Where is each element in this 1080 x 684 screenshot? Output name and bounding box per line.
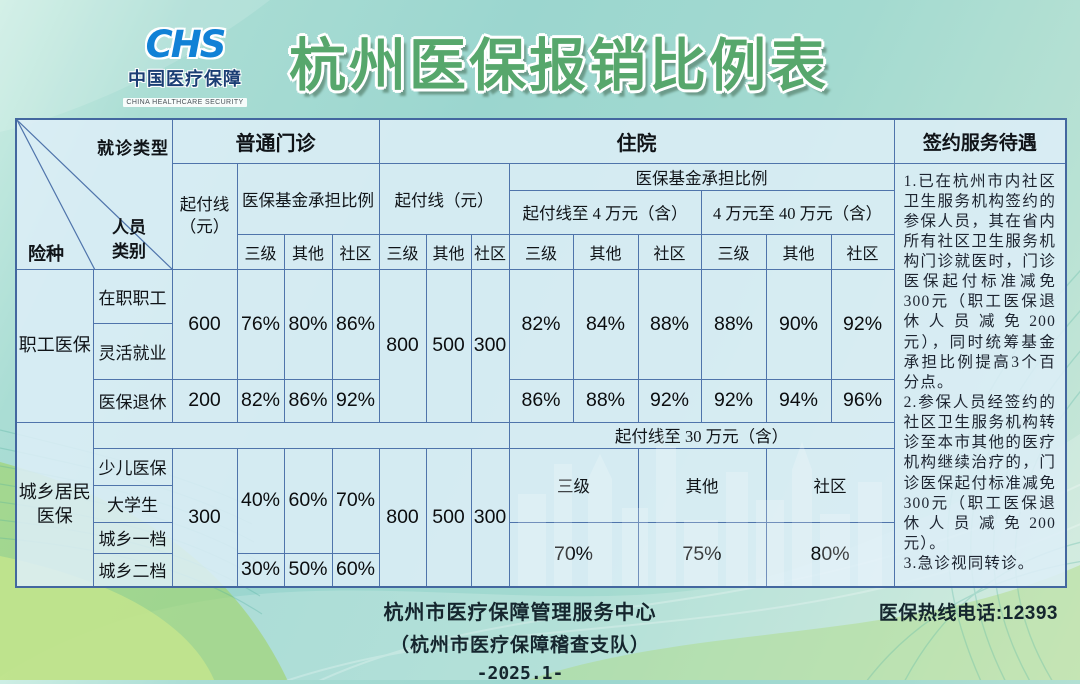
inpatient-tier-4w-to-40w-header: 4 万元至 40 万元（含） <box>700 189 895 235</box>
contract-note-1: 1.已在杭州市内社区卫生服务机构签约的参保人员，其在省内所有社区卫生服务机构门诊… <box>903 172 1057 391</box>
person-label-tier2: 城乡二档 <box>92 552 173 588</box>
ip-ded-col-other: 其他 <box>425 233 472 270</box>
resident-ip-header-other: 其他 <box>637 447 767 523</box>
ip-4w-col-level3: 三级 <box>508 233 574 270</box>
footer-date: -2025.1- <box>476 663 564 684</box>
worker-ip-deductible-level3: 800 <box>378 268 427 423</box>
ip-40w-col-level3: 三级 <box>700 233 767 270</box>
worker-ip-40w-rate-level3: 88% <box>700 268 767 380</box>
worker-op-rate-other: 80% <box>283 268 333 380</box>
retired-ip-4w-rate-level3: 86% <box>508 378 574 423</box>
worker-ip-4w-rate-community: 88% <box>637 268 702 380</box>
retired-ip-4w-rate-community: 92% <box>637 378 702 423</box>
retired-op-deductible: 200 <box>171 378 238 423</box>
section-header-inpatient: 住院 <box>378 118 895 164</box>
resident-tier2-op-rate-community: 60% <box>331 552 380 588</box>
section-header-outpatient: 普通门诊 <box>171 118 380 164</box>
logo-name-cn: 中国医疗保障 <box>128 69 242 89</box>
corner-label-visit-type: 就诊类型 <box>97 139 169 158</box>
resident-ip-rate-level3: 70% <box>508 521 639 588</box>
ip-40w-col-community: 社区 <box>830 233 895 270</box>
insurance-label-worker: 职工医保 <box>15 268 94 423</box>
resident-tier2-op-rate-level3: 30% <box>236 552 285 588</box>
op-col-community: 社区 <box>331 233 380 270</box>
resident-ip-deductible-community: 300 <box>470 447 510 588</box>
page-title: 杭州医保报销比例表 <box>289 33 829 99</box>
retired-ip-40w-rate-community: 96% <box>830 378 895 423</box>
corner-header-cell: 就诊类型 人员 类别 险种 <box>15 118 173 270</box>
worker-op-deductible: 600 <box>171 268 238 380</box>
op-col-other: 其他 <box>283 233 333 270</box>
corner-label-person-category: 人员 类别 <box>112 218 146 261</box>
person-label-child: 少儿医保 <box>92 447 173 486</box>
logo-acronym: CHS <box>145 23 227 66</box>
resident-ip-deductible-level3: 800 <box>378 447 427 588</box>
footer-hotline: 医保热线电话:12393 <box>878 603 1058 624</box>
ip-ded-col-level3: 三级 <box>378 233 427 270</box>
person-label-active-employee: 在职职工 <box>92 268 173 324</box>
resident-ip-rate-community: 80% <box>765 521 895 588</box>
resident-op-rate-other: 60% <box>283 447 333 554</box>
retired-ip-4w-rate-other: 88% <box>572 378 639 423</box>
retired-op-rate-other: 86% <box>283 378 333 423</box>
inpatient-tier-to-30w-header: 起付线至 30 万元（含） <box>508 421 895 449</box>
outpatient-fund-ratio-header: 医保基金承担比例 <box>236 162 380 235</box>
resident-ip-header-community: 社区 <box>765 447 895 523</box>
reimbursement-table: 就诊类型 人员 类别 险种 普通门诊 住院 签约服务待遇 起付线 （元） 医保基… <box>15 118 1068 588</box>
resident-ip-deductible-other: 500 <box>425 447 472 588</box>
footer-org-line1: 杭州市医疗保障管理服务中心 <box>383 602 657 624</box>
worker-ip-deductible-community: 300 <box>470 268 510 423</box>
footer-organization-block: 杭州市医疗保障管理服务中心 （杭州市医疗保障稽查支队） -2025.1- <box>190 596 850 684</box>
worker-ip-40w-rate-other: 90% <box>765 268 832 380</box>
worker-ip-deductible-other: 500 <box>425 268 472 423</box>
contract-note-3: 3.急诊视同转诊。 <box>903 555 1035 573</box>
diagonal-divider-lines <box>17 120 171 268</box>
retired-op-rate-community: 92% <box>331 378 380 423</box>
ip-ded-col-community: 社区 <box>470 233 510 270</box>
person-label-retired: 医保退休 <box>92 378 173 423</box>
resident-op-deductible: 300 <box>171 447 238 588</box>
retired-ip-40w-rate-level3: 92% <box>700 378 767 423</box>
worker-op-rate-community: 86% <box>331 268 380 380</box>
inpatient-deductible-header: 起付线（元） <box>378 162 510 235</box>
person-label-student: 大学生 <box>92 484 173 523</box>
contract-note-2: 2.参保人员经签约的社区卫生服务机构转诊至本市其他的医疗机构继续治疗的，门诊医保… <box>903 394 1057 553</box>
worker-ip-4w-rate-level3: 82% <box>508 268 574 380</box>
resident-tier2-op-rate-other: 50% <box>283 552 333 588</box>
retired-op-rate-level3: 82% <box>236 378 285 423</box>
contract-notes-cell: 1.已在杭州市内社区卫生服务机构签约的参保人员，其在省内所有社区卫生服务机构门诊… <box>893 162 1067 588</box>
empty-spacer-cell <box>92 421 510 449</box>
outpatient-deductible-header: 起付线 （元） <box>171 162 238 270</box>
person-label-flexible-employment: 灵活就业 <box>92 322 173 380</box>
resident-ip-header-level3: 三级 <box>508 447 639 523</box>
chs-logo: CHS 中国医疗保障 CHINA HEALTHCARE SECURITY <box>116 26 254 109</box>
ip-4w-col-community: 社区 <box>637 233 702 270</box>
inpatient-tier-to-4w-header: 起付线至 4 万元（含） <box>508 189 702 235</box>
insurance-label-resident: 城乡居民 医保 <box>15 421 94 588</box>
resident-op-rate-level3: 40% <box>236 447 285 554</box>
worker-op-rate-level3: 76% <box>236 268 285 380</box>
ip-40w-col-other: 其他 <box>765 233 832 270</box>
op-col-level3: 三级 <box>236 233 285 270</box>
retired-ip-40w-rate-other: 94% <box>765 378 832 423</box>
section-header-contract-service: 签约服务待遇 <box>893 118 1067 164</box>
worker-ip-40w-rate-community: 92% <box>830 268 895 380</box>
resident-op-rate-community: 70% <box>331 447 380 554</box>
logo-name-en: CHINA HEALTHCARE SECURITY <box>123 98 247 107</box>
inpatient-fund-ratio-header: 医保基金承担比例 <box>508 162 895 191</box>
ip-4w-col-other: 其他 <box>572 233 639 270</box>
worker-ip-4w-rate-other: 84% <box>572 268 639 380</box>
resident-ip-rate-other: 75% <box>637 521 767 588</box>
person-label-tier1: 城乡一档 <box>92 521 173 554</box>
corner-label-insurance-type: 险种 <box>28 244 64 264</box>
footer-org-line2: （杭州市医疗保障稽查支队） <box>389 635 650 656</box>
